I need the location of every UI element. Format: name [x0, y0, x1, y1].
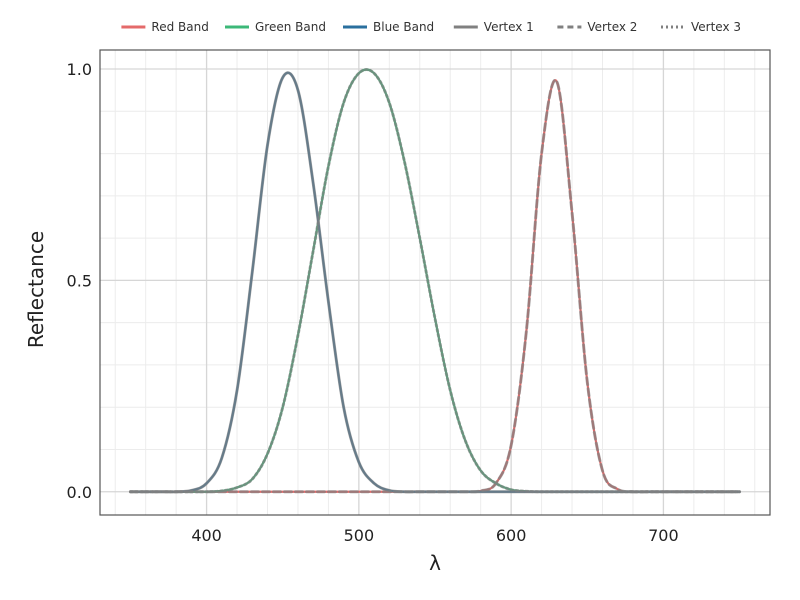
minor-gridlines	[100, 50, 770, 515]
y-tick-label: 0.0	[67, 483, 92, 502]
series-line-vertex-3	[128, 68, 742, 494]
series-line-vertex-1	[128, 71, 742, 494]
y-axis-label: Reflectance	[24, 231, 48, 348]
legend-label: Vertex 1	[484, 20, 534, 34]
chart-legend: Red Band Green Band Blue Band Vertex 1 Verte…	[121, 20, 741, 34]
legend-label: Blue Band	[373, 20, 434, 34]
legend-item: Red Band	[121, 20, 209, 34]
legend-label: Vertex 3	[691, 20, 741, 34]
x-axis-label: λ	[429, 551, 441, 575]
major-gridlines	[100, 50, 770, 515]
x-tick-label: 500	[344, 526, 375, 545]
legend-item: Blue Band	[343, 20, 434, 34]
series-line-blue-band	[129, 71, 741, 493]
series-line-vertex-2	[128, 78, 742, 494]
x-tick-label: 400	[191, 526, 222, 545]
legend-item: Vertex 3	[661, 20, 741, 34]
y-tick-label: 1.0	[67, 60, 92, 79]
legend-item: Green Band	[225, 20, 326, 34]
x-tick-label: 600	[496, 526, 527, 545]
x-axis-ticks: 400 500 600 700	[191, 526, 678, 545]
y-tick-label: 0.5	[67, 271, 92, 290]
plot-frame	[99, 49, 771, 516]
y-axis-ticks: 0.0 0.5 1.0	[67, 60, 92, 502]
legend-label: Green Band	[255, 20, 326, 34]
legend-item: Vertex 2	[557, 20, 637, 34]
series-layer	[128, 68, 742, 494]
legend-label: Red Band	[151, 20, 208, 34]
series-line-red-band	[129, 79, 741, 494]
legend-item: Vertex 1	[453, 20, 534, 34]
legend-label: Vertex 2	[587, 20, 637, 34]
x-tick-label: 700	[648, 526, 679, 545]
